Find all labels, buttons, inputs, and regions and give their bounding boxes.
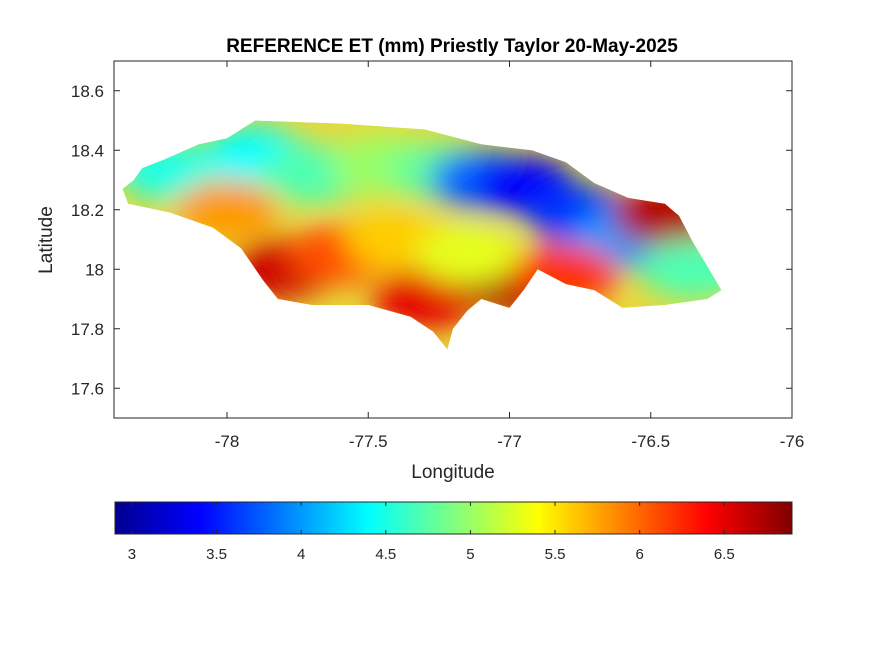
colorbar-tick-label: 3 <box>128 546 136 563</box>
colorbar-tick-label: 4.5 <box>375 546 396 563</box>
x-tick-label: -77.5 <box>349 432 388 451</box>
colorbar-tick-label: 5 <box>466 546 474 563</box>
y-tick-label: 18.2 <box>71 201 104 220</box>
colorbar-tick-label: 6.5 <box>714 546 735 563</box>
colorbar: 3 3.5 4 4.5 5 5.5 6 6.5 <box>114 501 793 563</box>
map-axes: -78 -77.5 -77 -76.5 -76 17.6 17.8 18 18.2 18.4 18… <box>71 60 805 451</box>
x-tick-label: -76 <box>780 432 805 451</box>
colorbar-tick-label: 5.5 <box>545 546 566 563</box>
x-axis-label: Longitude <box>411 462 494 483</box>
y-ticks: 17.6 17.8 18 18.2 18.4 18.6 <box>71 82 792 398</box>
x-tick-label: -76.5 <box>631 432 670 451</box>
y-axis-label: Latitude <box>36 206 57 274</box>
y-tick-label: 18.4 <box>71 141 104 160</box>
colorbar-tick-label: 4 <box>297 546 305 563</box>
colorbar-tick-label: 6 <box>636 546 644 563</box>
chart-title: REFERENCE ET (mm) Priestly Taylor 20-May… <box>226 36 678 57</box>
colorbar-ticks: 3 3.5 4 4.5 5 5.5 6 6.5 <box>128 502 735 563</box>
et-value-patch <box>415 224 520 285</box>
y-tick-label: 18 <box>85 260 104 279</box>
y-tick-label: 18.6 <box>71 82 104 101</box>
y-tick-label: 17.6 <box>71 379 104 398</box>
y-tick-label: 17.8 <box>71 320 104 339</box>
x-ticks: -78 -77.5 -77 -76.5 -76 <box>215 61 805 451</box>
colorbar-tick-label: 3.5 <box>206 546 227 563</box>
x-tick-label: -78 <box>215 432 240 451</box>
x-tick-label: -77 <box>497 432 522 451</box>
colorbar-gradient <box>114 501 793 535</box>
